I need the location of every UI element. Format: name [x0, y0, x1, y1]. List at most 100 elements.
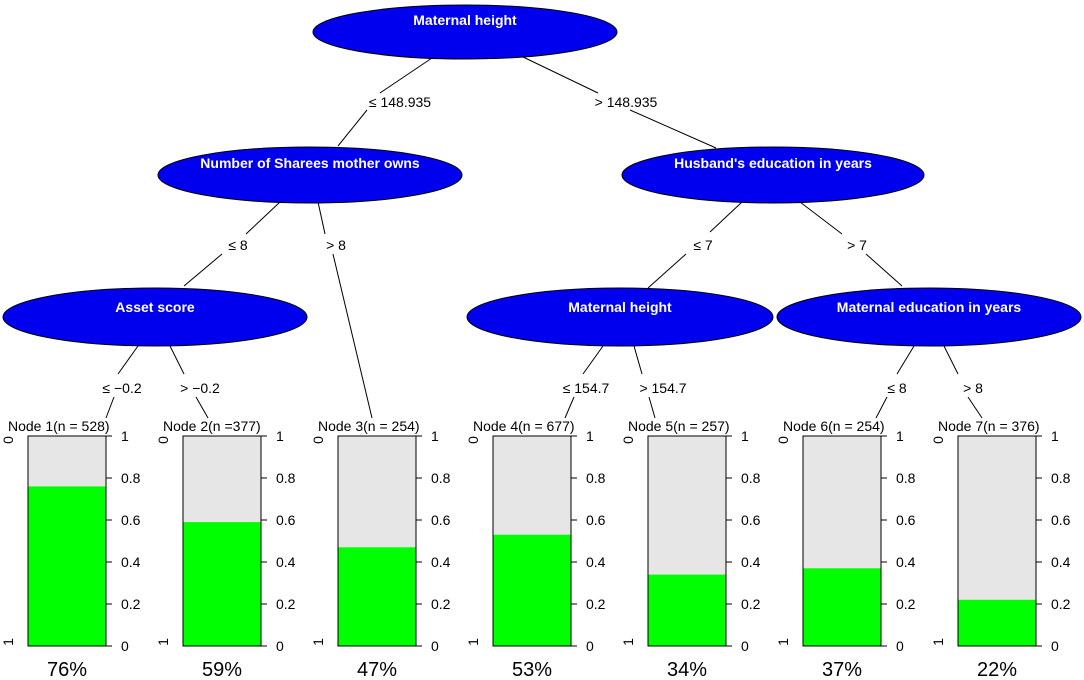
- edge-label-root-left: ≤ 148.935: [369, 94, 431, 110]
- leaf-bar-fill: [803, 568, 881, 646]
- axis-tick-label: 0.2: [1051, 596, 1071, 612]
- edge-rr-right-lower: [967, 396, 983, 419]
- leaf-percent: 37%: [822, 659, 862, 680]
- edge-label-ll-right: > −0.2: [180, 380, 220, 396]
- axis-tick-label: 0.6: [586, 512, 606, 528]
- axis-tick-label: 0.8: [741, 470, 761, 486]
- leaf-title: Node 1(n = 528): [8, 418, 110, 434]
- leaf-node-7: Node 7(n = 376) 0 0.2 0.4 0.6 0.8 1 0 1 22%: [930, 418, 1071, 680]
- edge-right-right-lower: [865, 253, 903, 287]
- edge-label-rl-left: ≤ 154.7: [563, 380, 610, 396]
- node-right-right-ellipse: [776, 287, 1082, 347]
- leaf-node-2: Node 2(n =377) 0 0.2 0.4 0.6 0.8 1 0 1 59%: [155, 418, 296, 680]
- axis-tick-label: 0.8: [896, 470, 916, 486]
- leaf-bar-frame: [647, 435, 727, 647]
- node-right-ellipse: [621, 146, 925, 204]
- axis-tick-label: 1: [121, 428, 129, 444]
- edge-right-left-lower: [647, 253, 687, 289]
- axis-tick-label: 0.6: [1051, 512, 1071, 528]
- node-left-label: Number of Sharees mother owns: [200, 155, 420, 171]
- node-right: Husband's education in years: [621, 146, 925, 204]
- edge-root-right-lower: [629, 109, 717, 149]
- axis-tick-label: 0.4: [896, 554, 916, 570]
- leaf-bar-frame: [492, 435, 572, 647]
- leaf-title: Node 3(n = 254): [318, 418, 420, 434]
- axis-tick-label: 0: [586, 638, 594, 654]
- node-root: Maternal height: [312, 4, 618, 60]
- axis-tick-label: 0.4: [121, 554, 141, 570]
- edge-rr-right: [943, 345, 959, 375]
- leaf-bar-fill: [493, 534, 571, 646]
- node-left-left-ellipse: [2, 287, 308, 347]
- axis-tick-label: 0.8: [121, 470, 141, 486]
- axis-tick-label: 0.4: [1051, 554, 1071, 570]
- axis-tick-label: 1: [276, 428, 284, 444]
- edge-labels: ≤ 148.935 > 148.935 ≤ 8 > 8 ≤ 7 > 7 ≤ −0…: [102, 94, 983, 396]
- edge-ll-right: [169, 345, 185, 375]
- leaf-title: Node 2(n =377): [163, 418, 261, 434]
- leaf-title: Node 5(n = 257): [628, 418, 730, 434]
- axis-tick-label: 0.8: [1051, 470, 1071, 486]
- edge-rr-left-lower: [875, 396, 888, 419]
- leaf-node-1: Node 1(n = 528) 0 0.2 0.4 0.6 0.8 1 0 1 76%: [0, 418, 141, 680]
- inner-nodes: Maternal height Number of Sharees mother…: [2, 4, 1082, 347]
- axis-tick-label: 0.4: [276, 554, 296, 570]
- class-label-top: 0: [0, 436, 16, 444]
- leaf-percent: 47%: [357, 659, 397, 680]
- leaf-bar-fill: [28, 486, 106, 646]
- edge-label-left-left: ≤ 8: [228, 237, 248, 253]
- axis-tick-label: 0.8: [586, 470, 606, 486]
- edge-ll-left-lower: [105, 396, 115, 419]
- node-right-left: Maternal height: [466, 287, 774, 347]
- edge-left-right: [317, 201, 326, 235]
- leaf-percent: 53%: [512, 659, 552, 680]
- axis-tick-label: 0.2: [896, 596, 916, 612]
- axis-tick-label: 0: [741, 638, 749, 654]
- edge-label-rr-left: ≤ 8: [887, 380, 907, 396]
- axis-tick-label: 0.6: [431, 512, 451, 528]
- edge-root-right: [520, 55, 599, 94]
- leaf-node-3: Node 3(n = 254) 0 0.2 0.4 0.6 0.8 1 0 1 47%: [310, 418, 451, 680]
- axis-tick-label: 0.2: [121, 596, 141, 612]
- class-label-bottom: 1: [0, 638, 16, 646]
- leaf-node-5: Node 5(n = 257) 0 0.2 0.4 0.6 0.8 1 0 1 34%: [620, 418, 761, 680]
- edge-label-right-right: > 7: [847, 237, 867, 253]
- leaf-bar-frame: [182, 435, 262, 647]
- leaf-bar-frame: [957, 435, 1037, 647]
- edge-rl-left-lower: [564, 396, 575, 419]
- axis-tick-label: 0.2: [431, 596, 451, 612]
- leaf-bar-fill: [648, 574, 726, 646]
- axis-tick-label: 0.2: [586, 596, 606, 612]
- terminal-nodes: Node 1(n = 528) 0 0.2 0.4 0.6 0.8 1 0 1 76% Node 2…: [0, 418, 1071, 680]
- node-left: Number of Sharees mother owns: [157, 146, 463, 204]
- axis-tick-label: 0.8: [276, 470, 296, 486]
- edge-ll-left: [117, 345, 139, 375]
- axis-tick-label: 1: [741, 428, 749, 444]
- node-left-left-label: Asset score: [115, 299, 195, 315]
- edge-label-left-right: > 8: [326, 237, 346, 253]
- leaf-percent: 22%: [977, 659, 1017, 680]
- axis-tick-label: 1: [431, 428, 439, 444]
- leaf-percent: 76%: [47, 659, 87, 680]
- node-right-left-label: Maternal height: [568, 299, 672, 315]
- axis-tick-label: 0.4: [741, 554, 761, 570]
- edge-label-right-left: ≤ 7: [693, 237, 713, 253]
- axis-tick-label: 0.6: [896, 512, 916, 528]
- axis-tick-label: 0.4: [586, 554, 606, 570]
- edge-left-right-lower: [332, 253, 373, 419]
- leaf-percent: 59%: [202, 659, 242, 680]
- leaf-bar-fill: [183, 522, 261, 646]
- class-label-bottom: 1: [620, 638, 636, 646]
- edge-rl-right: [633, 345, 643, 375]
- axis-tick-label: 0.2: [741, 596, 761, 612]
- class-label-bottom: 1: [310, 638, 326, 646]
- axis-tick-label: 0.8: [431, 470, 451, 486]
- node-right-label: Husband's education in years: [674, 155, 872, 171]
- edge-label-ll-left: ≤ −0.2: [102, 380, 141, 396]
- node-right-left-ellipse: [466, 287, 774, 347]
- axis-tick-label: 0: [1051, 638, 1059, 654]
- edge-rr-left: [896, 345, 915, 375]
- leaf-node-4: Node 4(n = 677) 0 0.2 0.4 0.6 0.8 1 0 1 53%: [465, 418, 606, 680]
- edge-label-rl-right: > 154.7: [639, 380, 686, 396]
- class-label-top: 0: [465, 436, 481, 444]
